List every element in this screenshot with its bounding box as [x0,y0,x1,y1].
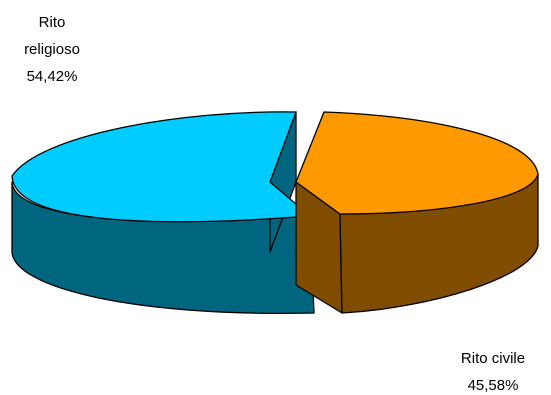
pie-slice-civile [295,111,539,314]
pie-slice-religioso-top [11,111,311,223]
pie-slice-religioso [11,111,315,315]
slice-label-civile: Rito civile [461,350,525,367]
slice-label-religioso-line2: religioso [24,41,80,58]
slice-value-religioso: 54,42% [27,68,78,85]
data-label-religioso: Rito religioso 54,42% [24,14,80,85]
slice-value-civile: 45,58% [468,377,519,394]
data-label-civile: Rito civile 45,58% [461,350,525,394]
pie-slice-religioso-side [11,181,315,315]
pie-slice-civile-top [295,111,539,215]
slice-label-religioso-line1: Rito [39,14,66,31]
